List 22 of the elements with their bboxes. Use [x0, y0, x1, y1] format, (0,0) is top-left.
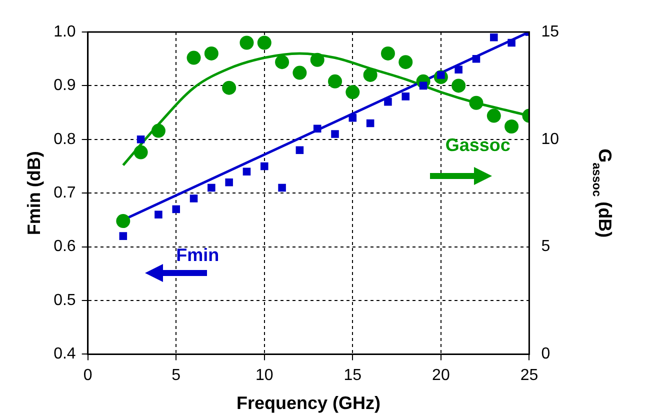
- series-label: Gassoc: [445, 135, 510, 156]
- x-tick-label: 20: [432, 367, 450, 384]
- x-axis-title: Frequency (GHz): [236, 393, 381, 414]
- y-tick-label: 0.6: [54, 238, 76, 256]
- x-tick-label: 25: [520, 367, 538, 384]
- y2-axis-title: Gassoc (dB): [590, 148, 616, 238]
- x-tick-label: 0: [83, 367, 92, 384]
- x-tick-label: 5: [172, 367, 181, 384]
- y2-tick-label: 15: [541, 23, 560, 40]
- y-tick-label: 0.9: [54, 77, 76, 94]
- y2-tick-label: 5: [541, 238, 550, 256]
- x-tick-label: 10: [255, 367, 274, 384]
- y-axis-title: Fmin (dB): [24, 151, 44, 236]
- y-tick-label: 1.0: [54, 23, 76, 40]
- y-tick-label: 0.8: [54, 130, 76, 148]
- y2-tick-label: 0: [541, 346, 550, 363]
- series-label: Fmin: [176, 244, 220, 265]
- y2-tick-label: 10: [541, 130, 560, 148]
- y-tick-label: 0.4: [54, 346, 76, 363]
- x-tick-label: 15: [344, 367, 362, 384]
- y-tick-label: 0.7: [54, 184, 76, 202]
- y-tick-label: 0.5: [54, 292, 76, 309]
